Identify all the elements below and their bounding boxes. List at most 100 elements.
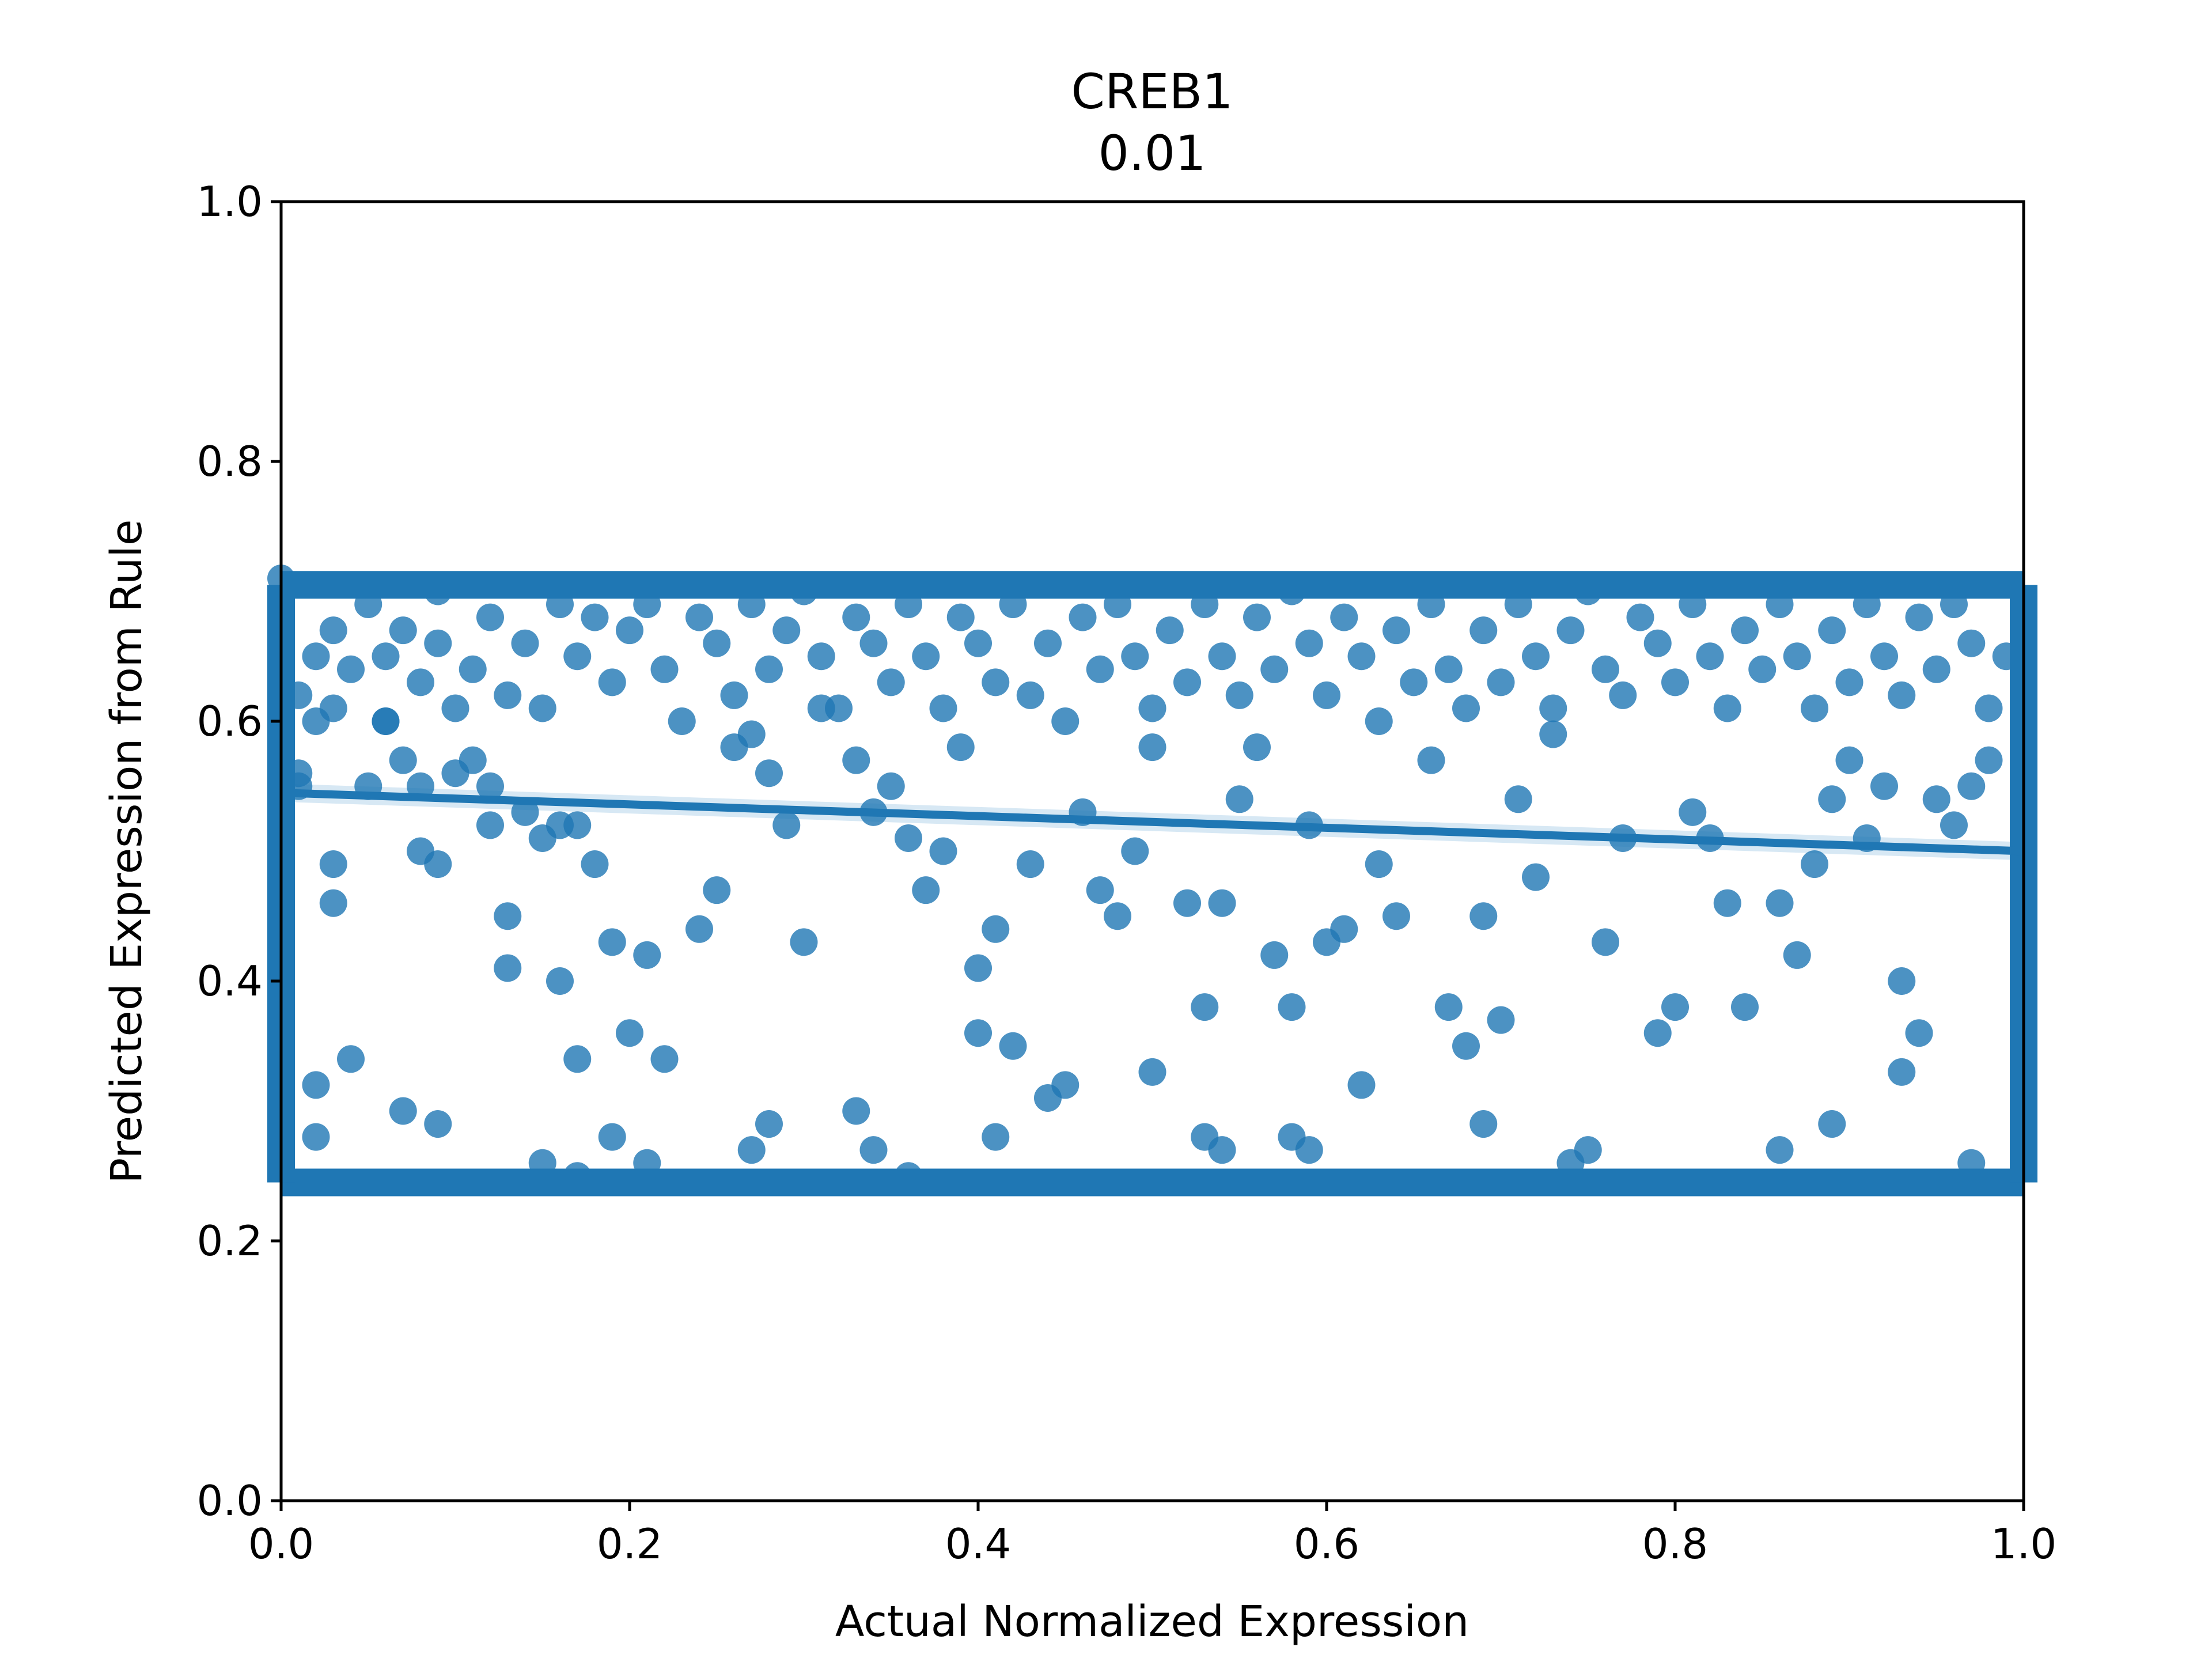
scatter-point xyxy=(929,837,957,865)
scatter-point xyxy=(859,629,888,657)
scatter-point xyxy=(877,772,905,800)
scatter-point xyxy=(859,1136,888,1164)
scatter-point xyxy=(1086,876,1114,904)
scatter-point xyxy=(1957,772,1986,800)
scatter-point xyxy=(1643,629,1672,657)
scatter-point xyxy=(372,707,400,735)
y-tick-label: 0.6 xyxy=(196,697,263,745)
scatter-point xyxy=(755,1110,783,1138)
scatter-point xyxy=(1975,694,2003,722)
scatter-point xyxy=(1434,655,1463,683)
scatter-point xyxy=(494,954,522,982)
scatter-point xyxy=(511,798,539,826)
scatter-point xyxy=(946,733,975,762)
scatter-point xyxy=(1121,642,1149,671)
scatter-point xyxy=(737,720,766,748)
scatter-point xyxy=(1138,694,1166,722)
scatter-point xyxy=(1696,642,1724,671)
scatter-point xyxy=(1400,668,1428,696)
y-tick-label: 1.0 xyxy=(196,177,263,226)
scatter-point xyxy=(1452,694,1480,722)
scatter-point xyxy=(389,1097,417,1125)
scatter-point xyxy=(877,668,905,696)
scatter-point xyxy=(929,694,957,722)
y-tick-label: 0.8 xyxy=(196,437,263,486)
scatter-point xyxy=(1609,681,1637,709)
scatter-point xyxy=(389,616,417,645)
scatter-point xyxy=(964,629,992,657)
scatter-point xyxy=(1208,642,1236,671)
scatter-point xyxy=(982,668,1010,696)
scatter-point xyxy=(1504,785,1532,813)
scatter-point xyxy=(720,681,748,709)
scatter-point xyxy=(1922,655,1950,683)
scatter-point xyxy=(1487,1006,1515,1034)
scatter-point xyxy=(1469,902,1498,930)
scatter-point xyxy=(1208,889,1236,917)
scatter-point xyxy=(982,915,1010,943)
scatter-point xyxy=(511,629,539,657)
scatter-point xyxy=(755,759,783,788)
scatter-point xyxy=(389,746,417,774)
scatter-point xyxy=(1138,733,1166,762)
scatter-point xyxy=(755,655,783,683)
dense-point-band xyxy=(281,1168,2024,1197)
scatter-point xyxy=(563,1045,592,1073)
scatter-point xyxy=(1801,850,1828,879)
scatter-point xyxy=(1295,1136,1323,1164)
y-axis-label: Predicted Expression from Rule xyxy=(102,520,151,1184)
scatter-point xyxy=(1191,993,1219,1021)
scatter-point xyxy=(1888,681,1916,709)
scatter-point xyxy=(1225,785,1253,813)
scatter-point xyxy=(1679,798,1707,826)
scatter-point xyxy=(685,915,713,943)
x-tick-label: 0.2 xyxy=(597,1520,663,1568)
scatter-point xyxy=(1835,746,1863,774)
scatter-point xyxy=(563,811,592,839)
x-tick-label: 0.4 xyxy=(945,1520,1012,1568)
scatter-point xyxy=(964,954,992,982)
scatter-point xyxy=(1539,720,1567,748)
scatter-point xyxy=(1888,967,1916,995)
scatter-point xyxy=(476,603,504,631)
scatter-point xyxy=(1783,642,1811,671)
scatter-point xyxy=(703,629,731,657)
scatter-point xyxy=(598,1123,626,1151)
scatter-point xyxy=(1661,993,1689,1021)
scatter-point xyxy=(1347,642,1376,671)
scatter-point xyxy=(319,694,347,722)
scatter-point xyxy=(1034,629,1062,657)
scatter-point xyxy=(1243,603,1271,631)
scatter-point xyxy=(772,616,801,645)
scatter-point xyxy=(1086,655,1114,683)
scatter-point xyxy=(1643,1019,1672,1047)
scatter-point xyxy=(703,876,731,904)
scatter-point xyxy=(1766,1136,1794,1164)
scatter-point xyxy=(528,694,556,722)
scatter-point xyxy=(1469,616,1498,645)
scatter-point xyxy=(1713,694,1741,722)
scatter-point xyxy=(895,824,922,852)
scatter-point xyxy=(1278,993,1306,1021)
scatter-point xyxy=(1016,850,1044,879)
scatter-point xyxy=(302,642,330,671)
scatter-point xyxy=(424,850,452,879)
scatter-point xyxy=(1522,863,1550,891)
scatter-point xyxy=(1330,915,1358,943)
scatter-point xyxy=(1818,616,1846,645)
scatter-point xyxy=(1208,1136,1236,1164)
x-axis-label: Actual Normalized Expression xyxy=(835,1597,1469,1646)
scatter-point xyxy=(1225,681,1253,709)
scatter-point xyxy=(1173,668,1201,696)
scatter-point xyxy=(337,1045,365,1073)
scatter-point xyxy=(441,694,469,722)
scatter-point xyxy=(581,850,609,879)
scatter-point xyxy=(319,616,347,645)
scatter-point xyxy=(1452,1032,1480,1060)
scatter-point xyxy=(1069,603,1097,631)
scatter-point xyxy=(1243,733,1271,762)
y-tick-label: 0.4 xyxy=(196,957,263,1005)
scatter-point xyxy=(807,694,835,722)
